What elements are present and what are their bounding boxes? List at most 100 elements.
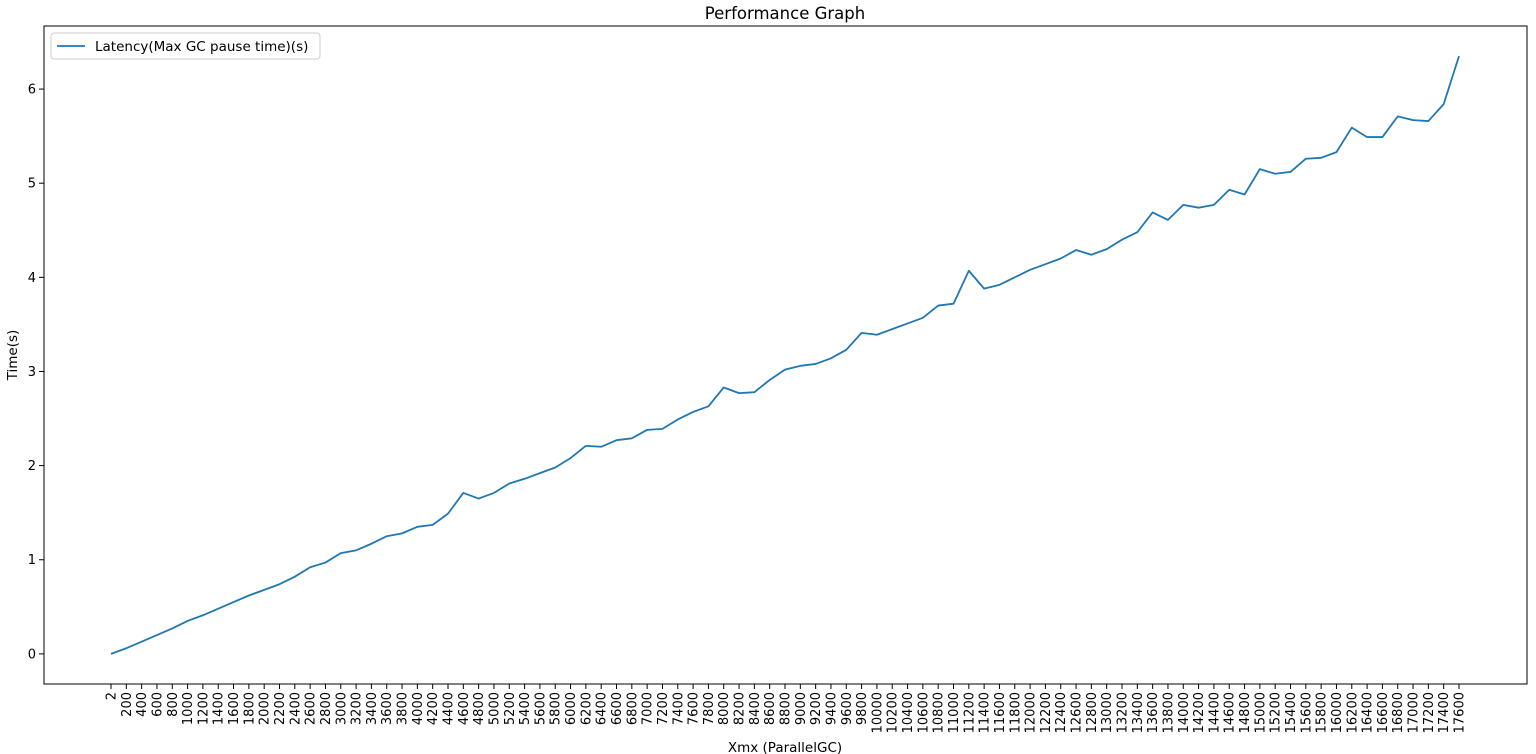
- x-tick-label: 12800: [1085, 692, 1100, 733]
- x-tick-label: 11400: [978, 692, 993, 733]
- x-tick-label: 4600: [457, 692, 472, 725]
- y-tick-label: 6: [28, 83, 36, 98]
- x-tick-label: 12200: [1039, 692, 1054, 733]
- x-tick-label: 13000: [1100, 692, 1115, 733]
- x-tick-label: 5400: [518, 692, 533, 725]
- x-tick-label: 16600: [1376, 692, 1391, 733]
- series-layer: [110, 55, 1460, 655]
- series-line: [110, 55, 1460, 655]
- x-tick-label: 9200: [809, 692, 824, 725]
- x-tick-label: 17400: [1437, 692, 1452, 733]
- x-tick-label: 11200: [962, 692, 977, 733]
- x-tick-label: 16800: [1391, 692, 1406, 733]
- x-tick-label: 1000: [181, 692, 196, 725]
- x-tick-label: 2400: [288, 692, 303, 725]
- x-tick-label: 10800: [932, 692, 947, 733]
- y-tick-label: 2: [28, 459, 36, 474]
- chart-title: Performance Graph: [705, 4, 865, 23]
- x-tick-label: 6000: [564, 692, 579, 725]
- x-tick-label: 2000: [258, 692, 273, 725]
- x-tick-label: 11800: [1008, 692, 1023, 733]
- x-tick-label: 8400: [748, 692, 763, 725]
- x-tick-label: 7800: [702, 692, 717, 725]
- x-tick-label: 13400: [1131, 692, 1146, 733]
- x-tick-label: 15400: [1284, 692, 1299, 733]
- x-tick-label: 5800: [549, 692, 564, 725]
- legend: Latency(Max GC pause time)(s): [50, 32, 321, 60]
- x-tick-label: 17000: [1407, 692, 1422, 733]
- x-tick-label: 8000: [717, 692, 732, 725]
- x-tick-label: 15600: [1299, 692, 1314, 733]
- x-tick-label: 1600: [227, 692, 242, 725]
- x-tick-label: 3800: [396, 692, 411, 725]
- x-tick-label: 15800: [1315, 692, 1330, 733]
- x-tick-label: 8600: [763, 692, 778, 725]
- x-tick-label: 12000: [1024, 692, 1039, 733]
- x-tick-label: 9000: [794, 692, 809, 725]
- y-axis-label: Time(s): [5, 330, 21, 382]
- x-tick-label: 200: [120, 692, 135, 717]
- x-tick-label: 6200: [579, 692, 594, 725]
- x-tick-label: 14600: [1223, 692, 1238, 733]
- x-tick-label: 9800: [855, 692, 870, 725]
- x-tick-label: 14800: [1238, 692, 1253, 733]
- x-tick-label: 9600: [840, 692, 855, 725]
- x-tick-label: 3000: [334, 692, 349, 725]
- x-tick-label: 600: [150, 692, 165, 717]
- y-tick-label: 1: [28, 553, 36, 568]
- x-tick-label: 3600: [380, 692, 395, 725]
- x-tick-label: 6400: [595, 692, 610, 725]
- x-tick-label: 1800: [242, 692, 257, 725]
- x-tick-label: 7200: [656, 692, 671, 725]
- x-tick-label: 13800: [1161, 692, 1176, 733]
- x-tick-label: 17600: [1453, 692, 1468, 733]
- x-tick-label: 2200: [273, 692, 288, 725]
- x-axis-label: Xmx (ParallelGC): [728, 740, 842, 754]
- x-tick-label: 14200: [1192, 692, 1207, 733]
- x-tick-label: 15000: [1253, 692, 1268, 733]
- x-tick-label: 6800: [625, 692, 640, 725]
- y-tick-label: 0: [28, 647, 36, 662]
- x-tick-label: 3200: [350, 692, 365, 725]
- x-tick-label: 16400: [1361, 692, 1376, 733]
- x-tick-label: 6600: [610, 692, 625, 725]
- x-tick-label: 10000: [870, 692, 885, 733]
- x-tick-label: 7400: [671, 692, 686, 725]
- x-tick-label: 2600: [304, 692, 319, 725]
- x-tick-label: 14400: [1207, 692, 1222, 733]
- x-tick-label: 5600: [533, 692, 548, 725]
- x-tick-label: 4400: [442, 692, 457, 725]
- x-tick-label: 5000: [487, 692, 502, 725]
- x-tick-label: 10200: [886, 692, 901, 733]
- y-tick-label: 4: [28, 271, 36, 286]
- x-tick-label: 9400: [824, 692, 839, 725]
- x-tick-label: 1400: [212, 692, 227, 725]
- legend-box: [50, 32, 321, 60]
- x-tick-label: 16200: [1345, 692, 1360, 733]
- x-tick-label: 16000: [1330, 692, 1345, 733]
- y-axis: 0 1 2 3 4 5 6: [28, 83, 44, 662]
- x-tick-label: 10600: [916, 692, 931, 733]
- x-tick-label: 8800: [779, 692, 794, 725]
- x-tick-label: 2: [105, 692, 120, 700]
- x-tick-label: 5200: [503, 692, 518, 725]
- y-tick-label: 3: [28, 365, 36, 380]
- x-tick-label: 2800: [319, 692, 334, 725]
- x-tick-label: 12400: [1054, 692, 1069, 733]
- x-tick-label: 4000: [411, 692, 426, 725]
- x-tick-label: 800: [166, 692, 181, 717]
- x-tick-label: 14000: [1177, 692, 1192, 733]
- x-tick-label: 11600: [993, 692, 1008, 733]
- x-tick-label: 1200: [196, 692, 211, 725]
- x-axis: 2 200 400 600 800 1000 1200 1400 1600 1800 2000 220…: [105, 684, 1468, 733]
- x-tick-label: 10400: [901, 692, 916, 733]
- x-tick-label: 3400: [365, 692, 380, 725]
- legend-label: Latency(Max GC pause time)(s): [95, 39, 308, 55]
- x-tick-label: 400: [135, 692, 150, 717]
- x-tick-label: 7000: [641, 692, 656, 725]
- x-tick-label: 13200: [1116, 692, 1131, 733]
- x-tick-label: 12600: [1070, 692, 1085, 733]
- x-tick-label: 17200: [1422, 692, 1437, 733]
